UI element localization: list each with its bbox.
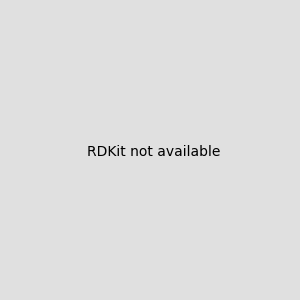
Text: RDKit not available: RDKit not available bbox=[87, 145, 220, 158]
